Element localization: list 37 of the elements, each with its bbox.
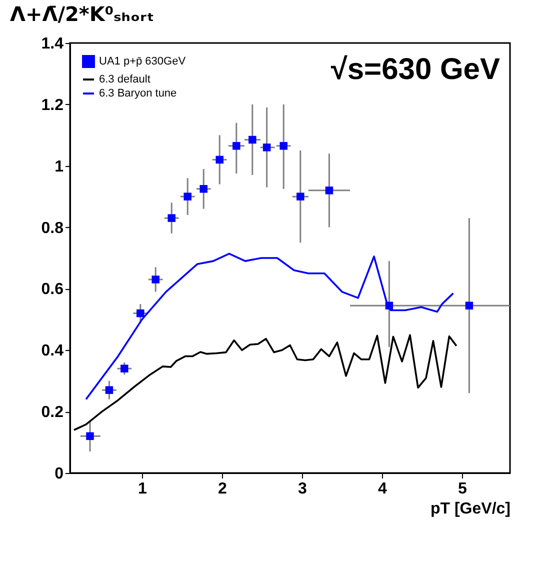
point [296,192,304,200]
point [465,302,474,310]
point [152,276,160,284]
point [216,156,224,164]
point [262,144,271,152]
x-axis-title: pT [GeV/c] [430,500,510,518]
point [248,136,256,144]
y-tick-label: 0.2 [41,404,64,422]
y-tick-label: 1.2 [41,96,64,114]
line-series [85,252,454,400]
annotation: √s=630 GeV [330,53,500,86]
x-tick-label: 2 [218,480,228,498]
y-tick-label: 0.4 [41,342,64,360]
point [136,309,144,318]
y-tick-label: 0.8 [41,220,64,237]
y-tick-label: 1 [54,158,64,176]
point [200,185,208,193]
y-tick-label: 0 [54,466,64,482]
legend-label: 6.3 Baryon tune [99,88,177,100]
point [105,386,114,394]
legend-label: 6.3 default [99,74,150,86]
point [86,432,94,440]
line-series [73,334,458,431]
x-tick-label: 5 [458,480,468,498]
point [232,142,240,150]
y-tick-label: 1.4 [41,36,64,52]
x-tick-label: 3 [298,480,308,498]
point [184,192,192,200]
legend-label: UA1 p+p̄ 630GeV [99,56,186,68]
chart-title: Λ+Λ̄/2*K⁰ₛₕₒᵣₜ [10,2,154,26]
point [325,186,334,194]
x-tick-label: 1 [138,480,148,498]
x-tick-label: 4 [378,480,388,498]
y-tick-label: 0.6 [41,281,64,298]
point [120,364,128,372]
point [168,214,176,222]
point [280,142,288,150]
